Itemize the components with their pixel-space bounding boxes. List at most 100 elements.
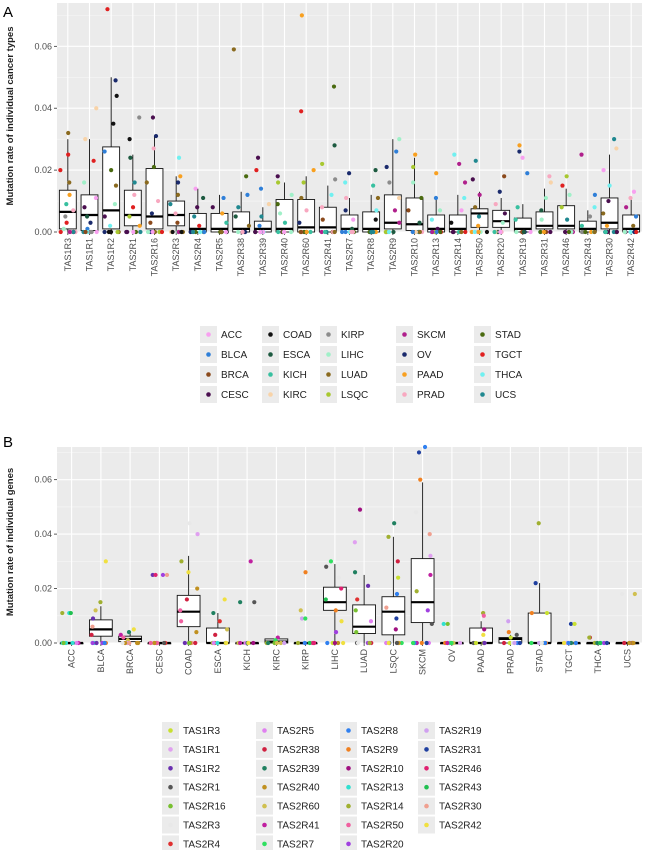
panel-a-legend-label: SKCM <box>417 330 446 341</box>
panel-a-chart: Mutation rate of individual cancer types… <box>5 3 642 406</box>
panel-a-legend-swatch <box>268 332 273 337</box>
panel-b-data-point <box>333 608 338 613</box>
panel-a-data-point <box>175 220 180 225</box>
panel-a-data-point <box>601 211 606 216</box>
panel-a-legend-label: ACC <box>221 330 242 341</box>
panel-a-data-point <box>320 217 325 222</box>
panel-b-x-tick-label: PAAD <box>476 649 486 673</box>
panel-a-data-point <box>396 195 402 201</box>
panel-b-x-tick-label: UCS <box>622 649 632 668</box>
panel-a-data-point <box>413 229 418 235</box>
panel-a-data-point <box>124 229 129 235</box>
panel-a-data-point <box>102 149 107 154</box>
panel-a-data-point <box>170 229 175 235</box>
panel-a-data-point <box>559 205 564 210</box>
panel-b-x-tick-label: STAD <box>535 649 545 673</box>
panel-b-legend-swatch <box>168 728 173 733</box>
panel-a-data-point <box>463 229 468 235</box>
panel-b-data-point <box>89 632 94 637</box>
panel-b-data-point <box>482 640 487 646</box>
panel-b-data-point <box>195 586 200 591</box>
panel-a-data-point <box>476 223 481 228</box>
panel-a-data-point <box>614 229 620 235</box>
panel-a-data-point <box>159 229 165 235</box>
panel-b-data-point <box>386 534 391 539</box>
panel-a-data-point <box>66 152 71 157</box>
panel-b-data-point <box>278 640 283 646</box>
panel-a-data-point <box>331 84 337 89</box>
panel-a-legend-label: OV <box>417 350 432 361</box>
panel-a-box <box>600 197 619 230</box>
panel-b-data-point <box>336 575 341 580</box>
panel-a-data-point <box>470 177 475 182</box>
panel-b-data-point <box>341 640 346 646</box>
panel-a-data-point <box>473 158 478 163</box>
panel-a-data-point <box>319 205 325 210</box>
panel-b-legend-label: TAS1R2 <box>183 764 220 775</box>
panel-a-data-point <box>198 229 203 235</box>
panel-a-data-point <box>223 229 229 235</box>
panel-a-data-point <box>266 202 272 207</box>
panel-b-data-point <box>517 640 523 646</box>
panel-a-data-point <box>67 229 72 235</box>
panel-b-data-point <box>187 521 192 526</box>
panel-a-data-point <box>224 220 229 225</box>
panel-a-data-point <box>583 229 588 235</box>
panel-b-data-point <box>90 640 95 646</box>
panel-a-data-point <box>299 109 304 114</box>
panel-a-data-point <box>102 214 107 219</box>
panel-b-data-point <box>445 640 450 646</box>
panel-a-data-point <box>622 229 627 235</box>
panel-a-data-point <box>308 229 313 235</box>
panel-b-data-point <box>441 621 446 627</box>
panel-a-data-point <box>114 93 119 98</box>
panel-a-data-point <box>434 171 439 176</box>
panel-b-legend-swatch <box>424 784 429 790</box>
panel-a-data-point <box>607 183 612 188</box>
panel-b-data-point <box>395 559 400 564</box>
panel-b-data-point <box>195 532 200 537</box>
panel-b-data-point <box>194 630 199 635</box>
panel-b-data-point <box>627 640 632 646</box>
panel-a-data-point <box>275 202 280 207</box>
panel-b-legend-swatch <box>262 747 267 752</box>
panel-a-data-point <box>433 195 439 201</box>
panel-a-data-point <box>329 192 334 197</box>
panel-a-data-point <box>58 229 63 235</box>
panel-b-box <box>89 619 113 637</box>
panel-b-box <box>410 558 435 624</box>
panel-a-data-point <box>112 202 117 207</box>
panel-a-data-point <box>71 229 76 235</box>
panel-a-data-point <box>612 137 617 142</box>
panel-a-x-tick-label: TAS1R3 <box>63 238 73 271</box>
panel-a-data-point <box>138 229 143 235</box>
panel-b-x-tick-label: KICH <box>242 649 252 671</box>
panel-b-data-point <box>160 572 166 578</box>
panel-a-data-point <box>254 168 259 173</box>
panel-b-data-point <box>501 640 507 646</box>
panel-b-data-point <box>481 632 486 637</box>
panel-a-data-point <box>579 223 584 228</box>
panel-b-data-point <box>136 640 141 646</box>
panel-b-data-point <box>566 640 571 646</box>
panel-b-data-point <box>178 608 183 613</box>
panel-b-data-point <box>429 621 434 627</box>
panel-b-data-point <box>418 477 423 482</box>
panel-a-data-point <box>562 229 568 235</box>
panel-a-data-point <box>221 195 226 201</box>
panel-b-data-point <box>424 640 429 646</box>
panel-a-legend-swatch <box>326 372 331 377</box>
panel-a-data-point <box>375 195 381 201</box>
panel-b-data-point <box>186 640 192 646</box>
panel-a-data-point <box>548 229 553 235</box>
panel-a-legend-label: BRCA <box>221 370 249 381</box>
panel-a-data-point <box>67 192 72 197</box>
panel-b-data-point <box>126 630 132 635</box>
panel-a-data-point <box>246 223 252 228</box>
panel-b-legend-swatch <box>424 803 429 809</box>
panel-a-y-tick-label: 0.02 <box>34 165 52 175</box>
panel-a-legend-label: LIHC <box>341 350 364 361</box>
panel-b-x-tick-label: LSQC <box>388 649 398 674</box>
panel-a-legend-label: CESC <box>221 390 249 401</box>
panel-a-data-point <box>587 214 593 219</box>
